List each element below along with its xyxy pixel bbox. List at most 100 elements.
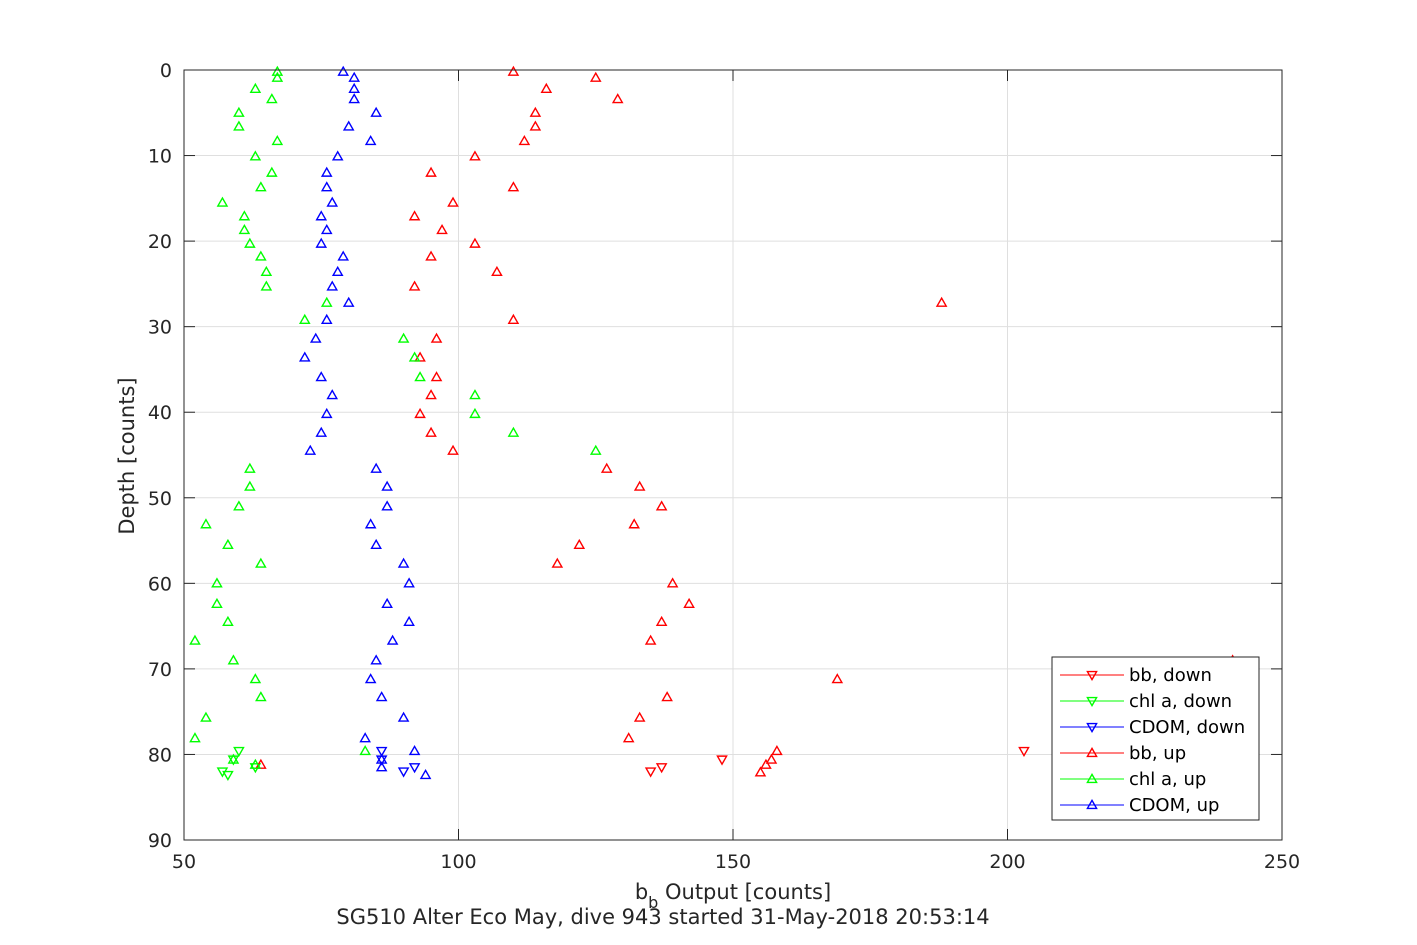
x-tick-label: 50 [172, 851, 196, 873]
data-point [320, 166, 333, 177]
legend-label: chl a, up [1129, 769, 1206, 790]
series-0 [644, 746, 1030, 778]
data-point [436, 223, 448, 235]
data-point [518, 135, 531, 146]
data-point [683, 597, 695, 609]
data-point [507, 65, 520, 76]
data-point [469, 237, 481, 248]
data-point [1018, 746, 1030, 758]
y-tick-label: 20 [148, 231, 172, 253]
data-point [331, 150, 344, 161]
data-point [633, 480, 646, 491]
data-point [370, 654, 382, 665]
data-point [211, 597, 223, 609]
data-point [414, 351, 426, 362]
data-point [337, 65, 350, 76]
data-point [551, 557, 564, 568]
y-tick-label: 10 [148, 146, 172, 168]
data-point [348, 71, 360, 82]
data-point [765, 753, 778, 764]
data-point [320, 407, 333, 419]
legend-marker [1086, 772, 1098, 784]
data-point [397, 557, 410, 568]
data-point [611, 93, 624, 104]
data-point [529, 106, 542, 117]
y-tick-label: 0 [160, 60, 172, 82]
data-point [249, 150, 262, 161]
data-point [255, 181, 267, 192]
y-tick-label: 50 [148, 488, 172, 510]
data-point [589, 444, 602, 455]
legend: bb, down chl a, down CDOM, down bb, up chl a… [1051, 656, 1260, 821]
legend-marker [1086, 670, 1098, 682]
data-point [375, 761, 388, 772]
x-axis-label: bb Output [counts] [635, 880, 831, 912]
legend-label: chl a, down [1129, 691, 1232, 712]
data-point [414, 371, 426, 382]
data-point [408, 280, 421, 291]
data-point [342, 296, 355, 307]
data-point [589, 71, 602, 82]
data-point [771, 745, 783, 756]
data-point [600, 462, 613, 473]
data-point [315, 210, 328, 221]
data-point [430, 332, 443, 343]
data-point [655, 615, 668, 626]
data-point [298, 313, 311, 324]
data-point [337, 250, 350, 261]
data-point [189, 732, 201, 743]
data-point [414, 407, 426, 419]
data-point [255, 250, 267, 261]
data-point [304, 444, 317, 455]
chart-caption: SG510 Alter Eco May, dive 943 started 31… [336, 905, 989, 929]
data-point [644, 767, 657, 778]
data-point [238, 210, 251, 221]
data-point [364, 673, 377, 684]
y-tick-label: 80 [148, 744, 172, 766]
data-point [507, 313, 520, 324]
data-point [386, 634, 399, 645]
y-tick-label: 40 [148, 402, 172, 424]
data-point [425, 250, 437, 261]
y-tick-labels: 0 10 20 30 40 50 60 70 80 90 [148, 60, 172, 852]
data-point [529, 120, 542, 131]
x-tick-label: 250 [1264, 851, 1300, 873]
y-tick-label: 60 [148, 573, 172, 595]
data-point [370, 538, 382, 549]
x-tick-labels: 50 100 150 200 250 [172, 851, 1300, 873]
data-point [716, 755, 728, 766]
data-point [469, 389, 481, 400]
series-4 [189, 65, 602, 769]
data-point [255, 557, 267, 568]
legend-label: CDOM, down [1129, 717, 1245, 738]
data-point [222, 538, 234, 549]
data-point [233, 120, 245, 131]
data-point [425, 426, 437, 437]
data-point [266, 166, 278, 177]
data-point [238, 223, 251, 235]
data-point [419, 768, 432, 780]
data-point [331, 265, 344, 277]
legend-label: bb, down [1129, 665, 1212, 686]
data-point [644, 634, 657, 645]
data-point [211, 577, 223, 588]
data-point [370, 106, 382, 117]
data-point [326, 389, 339, 400]
data-point [469, 407, 481, 419]
data-point [271, 71, 284, 82]
data-point [375, 746, 388, 758]
data-point [408, 351, 421, 362]
data-point [507, 181, 520, 192]
data-point [216, 196, 229, 207]
data-point [326, 280, 339, 291]
data-point [403, 577, 415, 588]
data-point [425, 389, 437, 400]
data-point [381, 500, 393, 511]
legend-marker [1086, 696, 1098, 708]
data-point [381, 597, 393, 609]
x-tick-label: 150 [715, 851, 751, 873]
data-point [359, 745, 371, 756]
data-point [655, 763, 668, 774]
data-point [249, 82, 262, 93]
